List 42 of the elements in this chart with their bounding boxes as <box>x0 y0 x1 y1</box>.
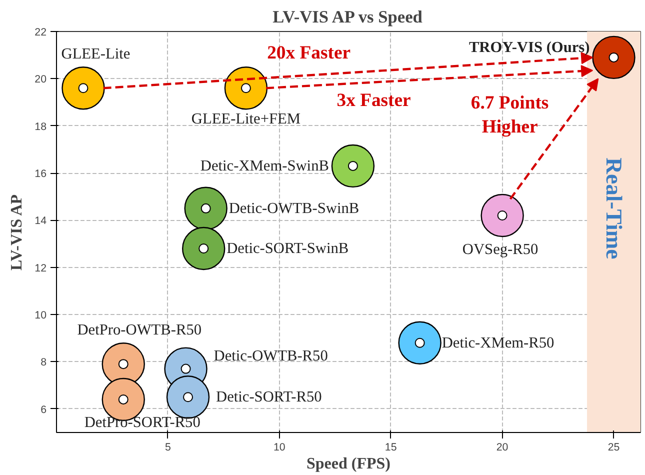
chart-title: LV-VIS AP vs Speed <box>272 8 423 26</box>
y-tick-label: 8 <box>40 356 47 369</box>
series-label: Detic-XMem-R50 <box>442 334 555 352</box>
x-tick-label: 20 <box>496 442 508 454</box>
point <box>331 144 375 188</box>
series-label: Detic-SORT-R50 <box>216 388 322 406</box>
series-label: Detic-SORT-SwinB <box>226 240 349 258</box>
series-label: OVSeg-R50 <box>462 240 539 258</box>
y-axis-title: LV-VIS AP <box>8 194 26 270</box>
point <box>184 186 228 230</box>
series-label: DetPro-OWTB-R50 <box>77 322 202 339</box>
series-label: Detic-OWTB-SwinB <box>228 200 360 217</box>
x-tick-label: 10 <box>273 442 286 454</box>
point <box>398 321 442 364</box>
point <box>224 66 268 110</box>
band-label: Real-Time <box>601 158 626 260</box>
point <box>182 226 226 270</box>
series-label: GLEE-Lite <box>61 46 130 63</box>
x-axis-title: Speed (FPS) <box>306 456 390 472</box>
y-tick-label: 14 <box>34 215 47 228</box>
series-label: GLEE-Lite+FEM <box>191 110 301 128</box>
y-tick-label: 22 <box>34 26 47 38</box>
y-tick-label: 16 <box>34 168 47 180</box>
x-tick-label: 15 <box>384 442 397 454</box>
point <box>592 36 636 80</box>
annotation: 3x Faster <box>336 90 411 111</box>
series-label: Detic-OWTB-R50 <box>214 347 328 364</box>
point <box>480 194 524 238</box>
y-tick-label: 20 <box>34 74 47 86</box>
x-tick-label: 5 <box>164 442 171 454</box>
annotation: Higher <box>482 116 538 138</box>
series-label: DetPro-SORT-R50 <box>84 414 201 431</box>
annotation: 6.7 Points <box>470 92 549 114</box>
y-tick-label: 10 <box>34 310 47 322</box>
y-tick-label: 18 <box>34 120 47 133</box>
point <box>62 66 105 110</box>
y-tick-label: 12 <box>34 262 47 274</box>
x-tick-label: 25 <box>608 442 620 454</box>
annotation: 20x Faster <box>267 42 351 64</box>
series-label: Detic-XMem-SwinB <box>200 157 329 174</box>
series-label: TROY-VIS (Ours) <box>468 38 590 56</box>
y-tick-label: 6 <box>40 404 47 416</box>
